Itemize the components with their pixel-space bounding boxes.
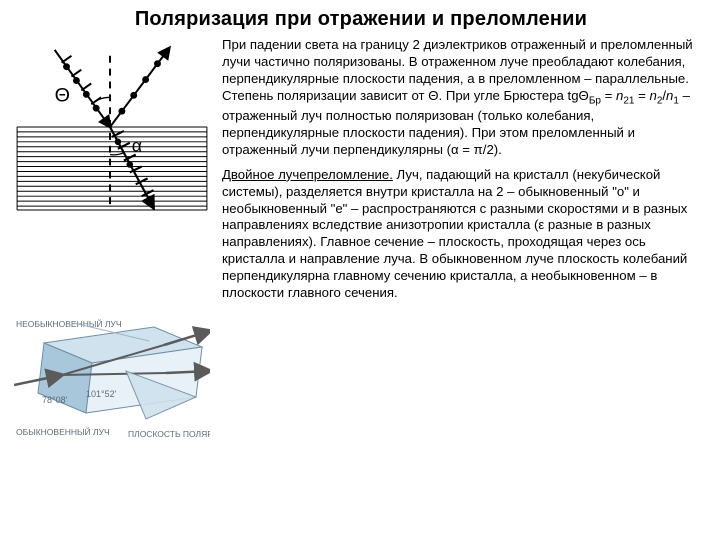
p1-b: . При угле Брюстера tg [439, 88, 579, 103]
angle2-label: 101°52' [86, 389, 117, 399]
eq1a: = [601, 88, 616, 103]
n21-sub: 21 [623, 95, 634, 106]
figure-birefringence: 78°08' 101°52' НЕОБЫКНОВЕННЫЙ ЛУЧ ОБЫКНО… [14, 297, 210, 447]
theta-label: Θ [55, 84, 70, 106]
plane-top: ПЛОСКОСТЬ ПОЛЯРИЗАЦИИ [128, 429, 210, 439]
eq-pi: = π [459, 142, 483, 157]
paragraph-2: Двойное лучепреломление. Луч, падающий н… [222, 167, 708, 302]
alpha-label: α [132, 136, 142, 156]
eq1b: = [634, 88, 649, 103]
paragraph-1: При падении света на границу 2 диэлектри… [222, 37, 708, 159]
alpha-1: α [451, 142, 459, 157]
extraordinary-label: НЕОБЫКНОВЕННЫЙ ЛУЧ [16, 318, 121, 329]
page-title: Поляризация при отражении и преломлении [14, 8, 708, 31]
p1-d: /2). [483, 142, 502, 157]
theta-1: Θ [428, 88, 438, 103]
p2-head: Двойное лучепреломление. [222, 167, 393, 182]
theta-2: Θ [579, 88, 589, 103]
n2: n [649, 88, 656, 103]
angle1-label: 78°08' [42, 395, 68, 405]
figure-reflection: Θ α [14, 37, 210, 213]
br-sub: Бр [589, 95, 601, 106]
ordinary-label: ОБЫКНОВЕННЫЙ ЛУЧ [16, 426, 110, 437]
